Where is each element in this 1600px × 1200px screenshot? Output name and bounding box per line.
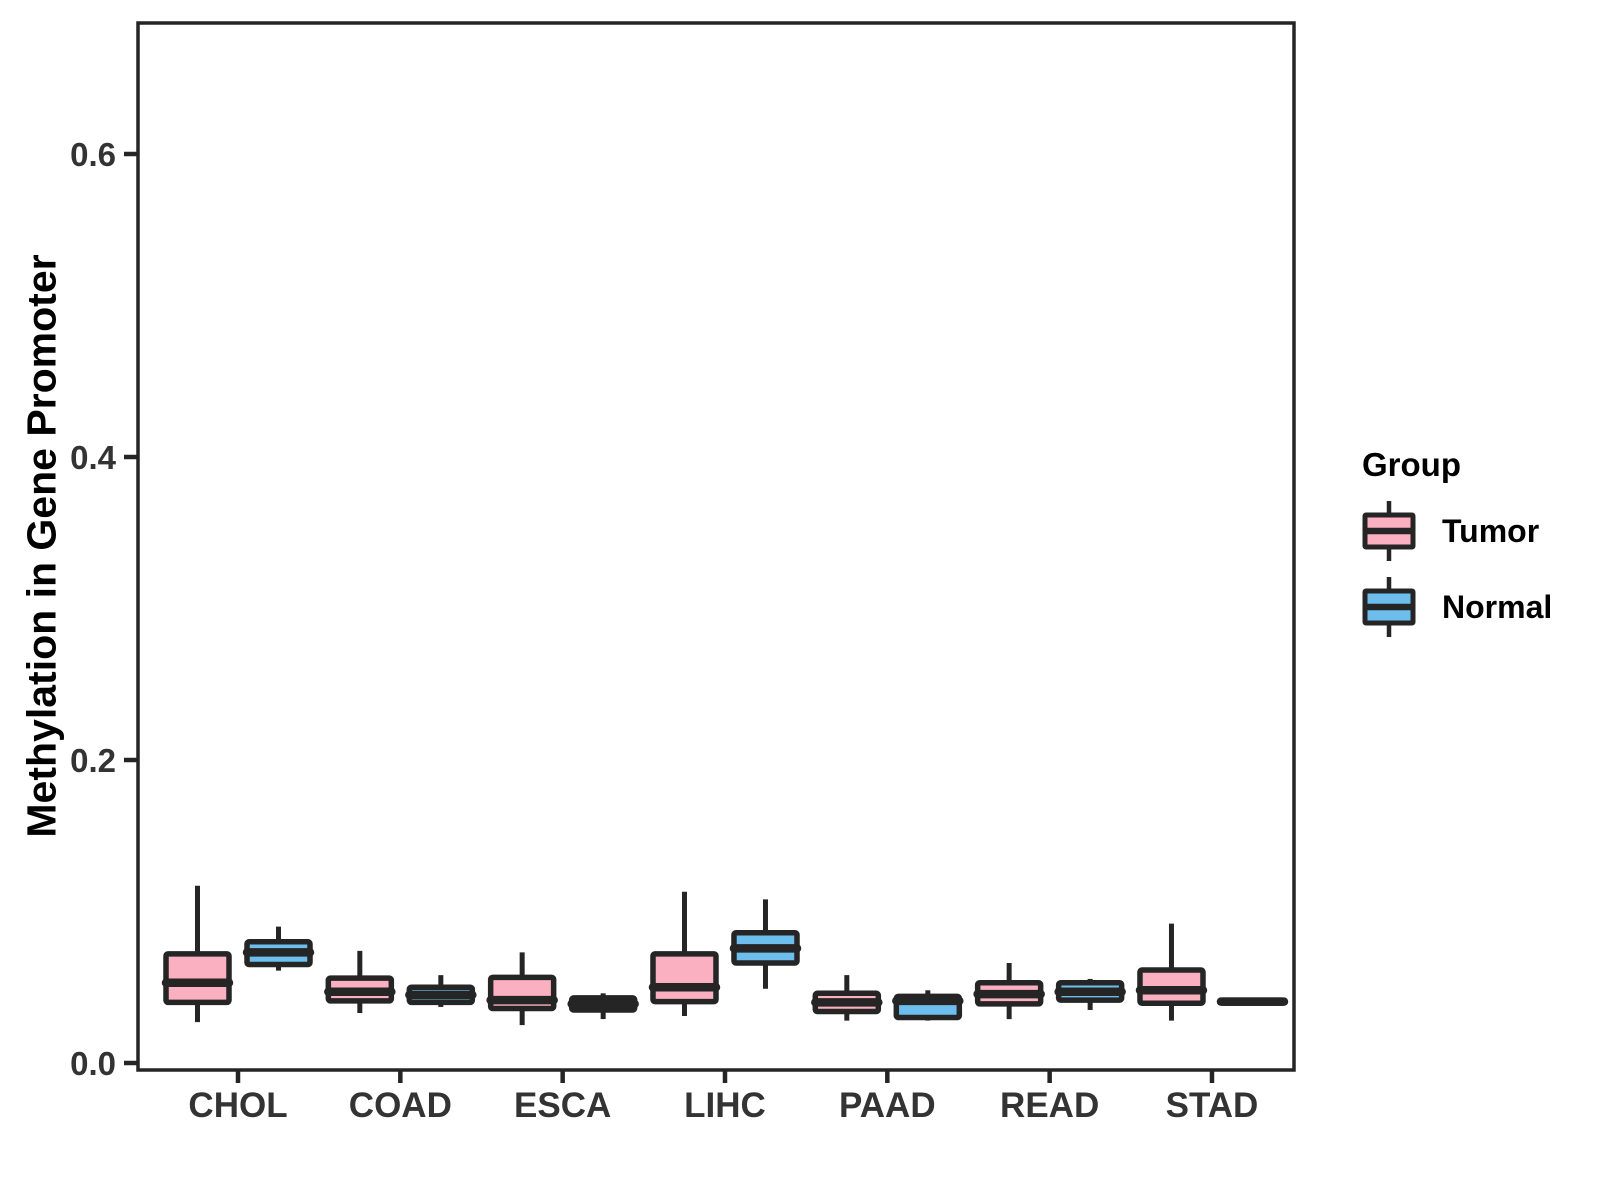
legend-label-tumor: Tumor [1442,512,1540,549]
x-tick-label-ESCA: ESCA [514,1086,611,1125]
legend-label-normal: Normal [1442,588,1553,625]
y-axis-title: Methylation in Gene Promoter [18,254,65,838]
x-tick-label-LIHC: LIHC [684,1086,766,1125]
panel-border [136,21,1296,1072]
normal-boxplot-key-icon [1362,577,1416,637]
y-tick-label: 0.2 [70,742,116,779]
x-tick-label-CHOL: CHOL [188,1086,287,1125]
y-tick-label: 0.6 [70,136,116,173]
box-LIHC-Tumor [650,951,719,1005]
box-CHOL-Tumor [163,951,232,1006]
tumor-boxplot-key-icon [1362,501,1416,561]
legend-title: Group [1362,446,1461,483]
legend-entry-tumor: Tumor [1360,498,1580,564]
x-tick-label-PAAD: PAAD [839,1086,936,1125]
x-tick-label-READ: READ [1000,1086,1099,1125]
legend: Group Tumor Normal [1360,446,1580,650]
x-tick-label-STAD: STAD [1166,1086,1259,1125]
y-tick-label: 0.4 [70,439,117,476]
legend-entry-normal: Normal [1360,574,1580,640]
plot-panel [138,23,1294,1070]
x-tick-label-COAD: COAD [349,1086,452,1125]
y-tick-label: 0.0 [70,1045,116,1082]
